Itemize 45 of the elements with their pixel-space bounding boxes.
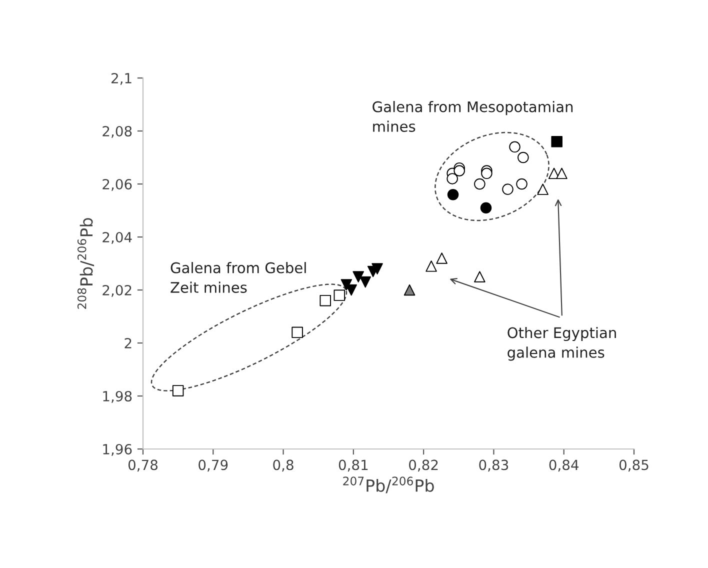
- point: [551, 136, 562, 148]
- point: [516, 178, 528, 190]
- y-tick-label: 1,98: [103, 390, 132, 403]
- annotation: Galena from Gebel Zeit mines: [170, 262, 306, 293]
- point: [404, 284, 416, 296]
- y-tick-label: 2,02: [102, 284, 132, 297]
- point: [480, 202, 492, 214]
- point: [502, 184, 514, 195]
- annotation: Galena from Mesopotamian mines: [372, 101, 573, 132]
- point: [446, 173, 458, 184]
- point: [292, 326, 303, 338]
- x-tick-label: 0,8: [273, 460, 294, 472]
- annotation: Other Egyptian galena mines: [508, 326, 616, 361]
- point: [556, 168, 568, 180]
- x-tick-label: 0,81: [338, 460, 368, 472]
- y-tick-label: 2: [124, 338, 132, 348]
- point: [474, 271, 486, 282]
- y-tick-label: 2,06: [102, 178, 132, 191]
- point: [436, 252, 448, 264]
- point: [360, 276, 371, 288]
- point: [518, 152, 529, 164]
- point: [481, 168, 492, 180]
- point: [172, 385, 184, 396]
- point: [352, 271, 364, 282]
- x-tick-label: 0,85: [619, 460, 648, 472]
- x-tick-label: 0,84: [549, 460, 579, 472]
- y-tick-label: 2,08: [102, 126, 132, 138]
- x-tick-label: 0,78: [128, 460, 158, 472]
- point: [509, 141, 520, 153]
- x-tick-label: 0,82: [409, 460, 438, 472]
- x-axis-title: $^{207}$Pb/$^{206}$Pb: [343, 476, 434, 494]
- point: [372, 263, 383, 274]
- y-axis-title: $^{208}$Pb/$^{206}$Pb: [77, 218, 94, 309]
- point: [474, 178, 486, 190]
- point: [426, 260, 437, 272]
- y-tick-label: 2,04: [102, 232, 132, 244]
- point: [320, 294, 332, 306]
- y-tick-label: 1,96: [103, 444, 132, 456]
- point: [334, 290, 346, 301]
- x-tick-label: 0,79: [198, 460, 228, 472]
- point: [537, 184, 548, 195]
- point: [447, 188, 459, 200]
- x-tick-label: 0,83: [479, 460, 508, 472]
- y-tick-label: 2,1: [112, 72, 132, 85]
- point: [454, 165, 465, 176]
